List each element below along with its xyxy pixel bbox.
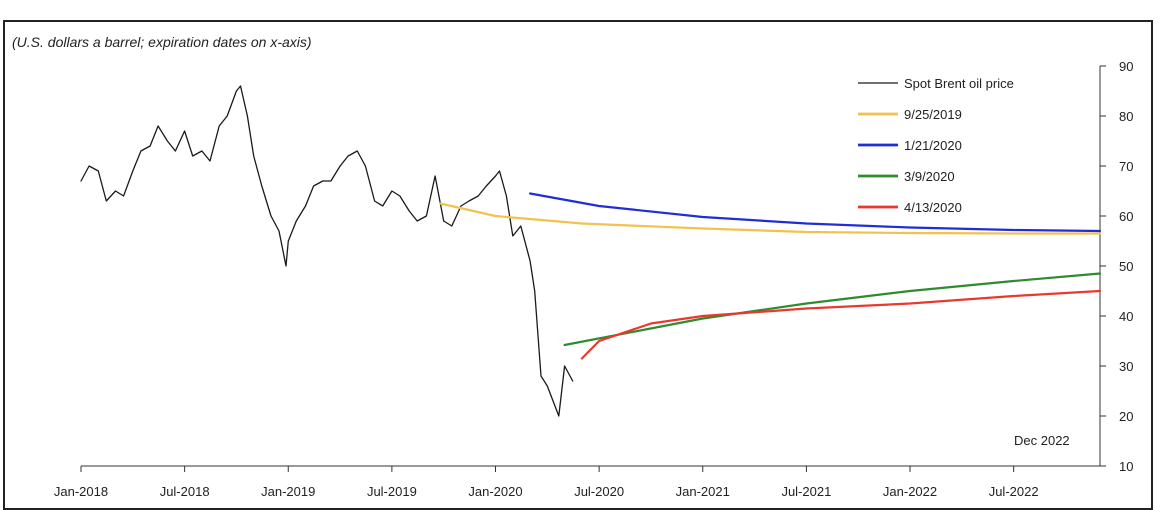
x-tick-label: Jan-2021 <box>676 484 730 499</box>
x-tick-label: Jan-2019 <box>261 484 315 499</box>
y-tick-label: 30 <box>1119 359 1133 374</box>
x-tick-label: Jul-2020 <box>574 484 624 499</box>
y-tick-label: 80 <box>1119 109 1133 124</box>
series-line-1-21-2020 <box>528 192 1102 233</box>
y-tick-label: 20 <box>1119 409 1133 424</box>
x-tick-label: Jul-2019 <box>367 484 417 499</box>
legend-label-3-9-2020: 3/9/2020 <box>904 169 955 184</box>
x-tick-label: Jan-2018 <box>54 484 108 499</box>
y-tick-label: 90 <box>1119 59 1133 74</box>
legend-label-spot-brent-oil-price: Spot Brent oil price <box>904 76 1014 91</box>
y-tick-label: 10 <box>1119 459 1133 474</box>
y-tick-label: 70 <box>1119 159 1133 174</box>
legend-label-9-25-2019: 9/25/2019 <box>904 107 962 122</box>
x-tick-label: Jul-2021 <box>781 484 831 499</box>
chart-annotation: Dec 2022 <box>1014 433 1070 448</box>
series-line-4-13-2020 <box>580 289 1102 360</box>
legend-label-1-21-2020: 1/21/2020 <box>904 138 962 153</box>
series-line-3-9-2020 <box>563 272 1102 347</box>
series-line-9-25-2019 <box>439 202 1102 235</box>
series-line-spot-brent-oil-price <box>80 85 574 417</box>
chart-frame <box>3 20 1153 510</box>
x-tick-label: Jul-2022 <box>989 484 1039 499</box>
x-tick-label: Jan-2020 <box>468 484 522 499</box>
x-tick-label: Jul-2018 <box>160 484 210 499</box>
y-tick-label: 40 <box>1119 309 1133 324</box>
legend-label-4-13-2020: 4/13/2020 <box>904 200 962 215</box>
chart-subtitle: (U.S. dollars a barrel; expiration dates… <box>12 34 312 50</box>
x-tick-label: Jan-2022 <box>883 484 937 499</box>
y-tick-label: 60 <box>1119 209 1133 224</box>
y-tick-label: 50 <box>1119 259 1133 274</box>
